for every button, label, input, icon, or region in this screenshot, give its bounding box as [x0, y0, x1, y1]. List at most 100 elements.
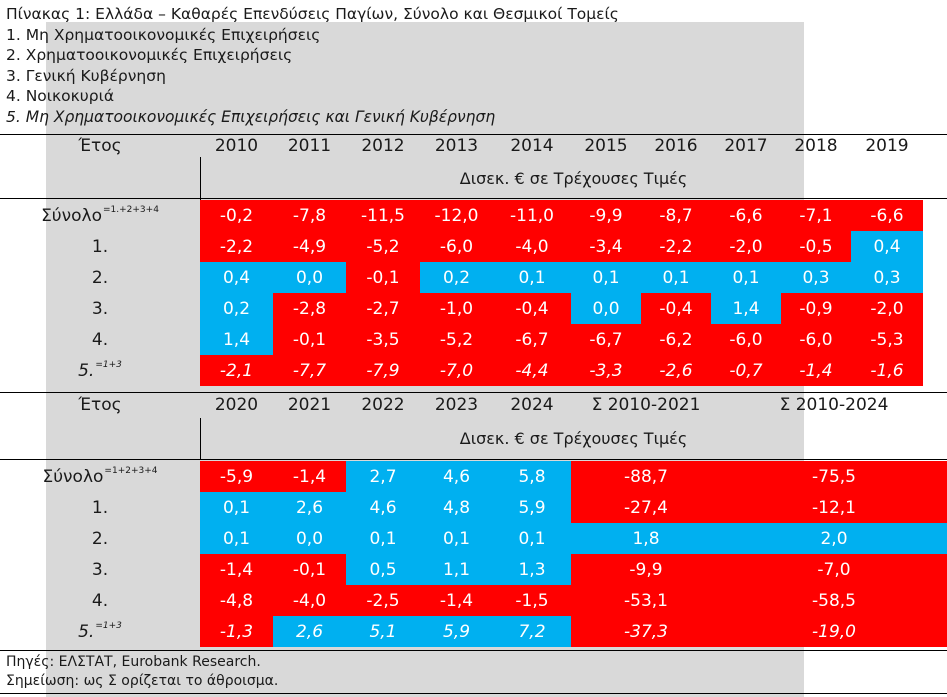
- row-label-formula: =1+2+3+4: [104, 465, 158, 476]
- row-label: 3.: [0, 293, 200, 324]
- value-cell: -1,4: [273, 461, 346, 492]
- value-cell: -5,3: [851, 324, 923, 355]
- year-header-2022: 2022: [361, 395, 405, 415]
- value-cell: -1,4: [200, 554, 273, 585]
- row-label-text: 2.: [91, 528, 109, 549]
- value-cell: -0,1: [273, 554, 346, 585]
- value-cell: -1,5: [493, 585, 571, 616]
- value-cell: 0,1: [420, 523, 493, 554]
- table-header: Πίνακας 1: Ελλάδα – Καθαρές Επενδύσεις Π…: [6, 4, 619, 127]
- row-label-text: Σύνολο: [42, 466, 104, 487]
- year-header-2014: 2014: [510, 136, 554, 156]
- value-cell: -0,4: [641, 293, 711, 324]
- value-cell: 2,6: [273, 616, 346, 647]
- value-cell: -3,4: [571, 231, 641, 262]
- value-cell: 5,9: [493, 492, 571, 523]
- value-cell: -4,8: [200, 585, 273, 616]
- value-cell: 0,3: [781, 262, 851, 293]
- unit-label: Δισεκ. € σε Τρέχουσες Τιμές: [459, 168, 688, 188]
- year-header-2017: 2017: [724, 136, 768, 156]
- value-cell: 4,8: [420, 492, 493, 523]
- row-label-text: 5.: [78, 360, 95, 381]
- row-label: 1.: [0, 231, 200, 262]
- value-cell: -7,0: [420, 355, 493, 386]
- year-header-2013: 2013: [434, 136, 479, 156]
- value-cell: -6,0: [781, 324, 851, 355]
- value-cell: 0,4: [851, 231, 923, 262]
- page-bottom-rule: [0, 693, 947, 694]
- value-cell: -8,7: [641, 200, 711, 231]
- row-label-text: 3.: [91, 298, 109, 319]
- value-cell: 0,1: [571, 262, 641, 293]
- row-label-text: 4.: [91, 590, 109, 611]
- footer: Πηγές: ΕΛΣΤΑΤ, Eurobank Research. Σημείω…: [6, 653, 278, 691]
- year-column-header: Έτος: [78, 136, 122, 156]
- value-cell: 1,3: [493, 554, 571, 585]
- row-label: Σύνολο =1+2+3+4: [0, 461, 200, 492]
- value-cell: 0,0: [571, 293, 641, 324]
- value-cell: 5,8: [493, 461, 571, 492]
- value-cell: 0,5: [346, 554, 420, 585]
- row-label-text: 3.: [91, 559, 109, 580]
- year-header-2023: 2023: [434, 395, 479, 415]
- value-cell: -0,1: [346, 262, 420, 293]
- row-label-formula: =1+3: [95, 359, 122, 370]
- value-cell: 4,6: [346, 492, 420, 523]
- row-label: 3.: [0, 554, 200, 585]
- value-cell: -0,2: [200, 200, 273, 231]
- unit-rule: [0, 459, 947, 460]
- sum-cell: -37,3: [571, 616, 721, 647]
- sum-cell: 2,0: [721, 523, 947, 554]
- value-cell: -0,7: [711, 355, 781, 386]
- value-cell: 0,2: [200, 293, 273, 324]
- value-cell: -2,0: [851, 293, 923, 324]
- value-cell: -5,9: [200, 461, 273, 492]
- row-label: Σύνολο =1.+2+3+4: [0, 200, 200, 231]
- sector-item-1: 1. Μη Χρηματοοικονομικές Επιχειρήσεις: [6, 25, 321, 44]
- row-label-formula: =1+3: [95, 620, 122, 631]
- year-header-2012: 2012: [361, 136, 405, 156]
- value-cell: 0,0: [273, 523, 346, 554]
- sum-cell: -75,5: [721, 461, 947, 492]
- value-cell: 0,3: [851, 262, 923, 293]
- row-label: 5. =1+3: [0, 355, 200, 386]
- sum-header-2010-2024: Σ 2010-2024: [779, 395, 889, 415]
- value-cell: 2,6: [273, 492, 346, 523]
- value-cell: 0,1: [711, 262, 781, 293]
- sum-cell: -12,1: [721, 492, 947, 523]
- value-cell: 1,1: [420, 554, 493, 585]
- value-cell: -1,6: [851, 355, 923, 386]
- value-cell: -7,9: [346, 355, 420, 386]
- row-label-formula: =1.+2+3+4: [103, 204, 159, 215]
- label-column-divider: [200, 157, 201, 200]
- row-label: 5. =1+3: [0, 616, 200, 647]
- row-label-text: 1.: [91, 497, 109, 518]
- value-cell: -0,1: [273, 324, 346, 355]
- value-cell: -0,4: [493, 293, 571, 324]
- row-label-text: 2.: [91, 267, 109, 288]
- value-cell: 0,1: [493, 262, 571, 293]
- sector-item-5: 5. Μη Χρηματοοικονομικές Επιχειρήσεις κα…: [6, 107, 496, 126]
- value-cell: -9,9: [571, 200, 641, 231]
- year-header-2011: 2011: [287, 136, 332, 156]
- value-cell: -6,7: [493, 324, 571, 355]
- year-header-2015: 2015: [584, 136, 628, 156]
- value-cell: -4,0: [493, 231, 571, 262]
- unit-rule: [0, 198, 947, 199]
- value-cell: -1,4: [420, 585, 493, 616]
- value-cell: -1,0: [420, 293, 493, 324]
- sector-item-3: 3. Γενική Κυβέρνηση: [6, 66, 166, 85]
- value-cell: -2,8: [273, 293, 346, 324]
- row-label: 2.: [0, 523, 200, 554]
- value-cell: 0,0: [273, 262, 346, 293]
- value-cell: 0,2: [420, 262, 493, 293]
- value-cell: -11,5: [346, 200, 420, 231]
- value-cell: -2,0: [711, 231, 781, 262]
- table-title: Πίνακας 1: Ελλάδα – Καθαρές Επενδύσεις Π…: [6, 5, 619, 23]
- value-cell: 5,9: [420, 616, 493, 647]
- sum-cell: -88,7: [571, 461, 721, 492]
- row-label-text: Σύνολο: [41, 205, 102, 226]
- value-cell: 7,2: [493, 616, 571, 647]
- value-cell: -6,7: [571, 324, 641, 355]
- value-cell: -5,2: [420, 324, 493, 355]
